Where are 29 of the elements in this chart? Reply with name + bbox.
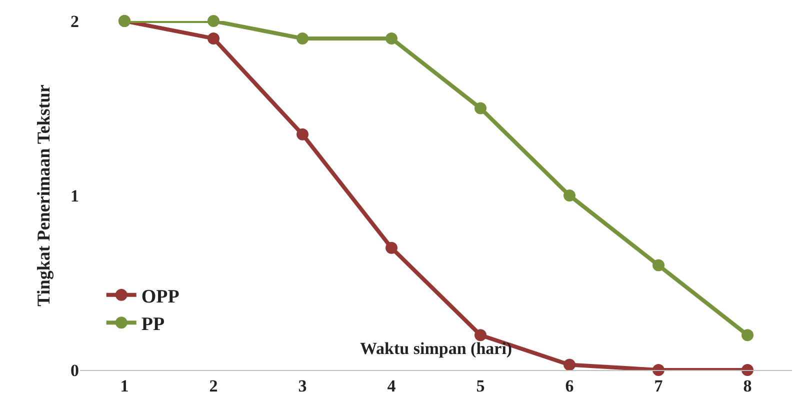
point <box>564 358 576 371</box>
x-tick-label: 1 <box>120 376 129 396</box>
y-axis-title: Tingkat Penerimaan Tekstur <box>34 84 54 306</box>
point <box>652 259 664 272</box>
legend-label: OPP <box>141 286 180 308</box>
x-tick-label: 2 <box>209 376 218 396</box>
point <box>296 128 308 140</box>
point <box>386 242 398 254</box>
point <box>564 190 576 202</box>
legend-label: PP <box>141 314 165 336</box>
y-tick-label: 1 <box>70 186 79 206</box>
x-tick-label: 6 <box>565 376 574 396</box>
x-tick-label: 5 <box>476 376 485 396</box>
x-tick-label: 8 <box>743 376 752 396</box>
point <box>296 32 308 44</box>
x-tick-label: 3 <box>298 376 307 396</box>
point <box>742 364 754 376</box>
x-axis-title: Waktu simpan (hari) <box>360 339 512 358</box>
point <box>474 102 486 114</box>
x-tick-label: 7 <box>654 376 664 396</box>
y-tick-label: 0 <box>70 360 79 380</box>
y-tick-label: 2 <box>70 12 79 31</box>
point <box>742 329 754 342</box>
x-tick-label: 4 <box>387 376 396 396</box>
point <box>386 32 398 44</box>
point <box>208 32 220 44</box>
point <box>208 15 220 27</box>
point <box>474 329 486 342</box>
point <box>652 364 664 376</box>
